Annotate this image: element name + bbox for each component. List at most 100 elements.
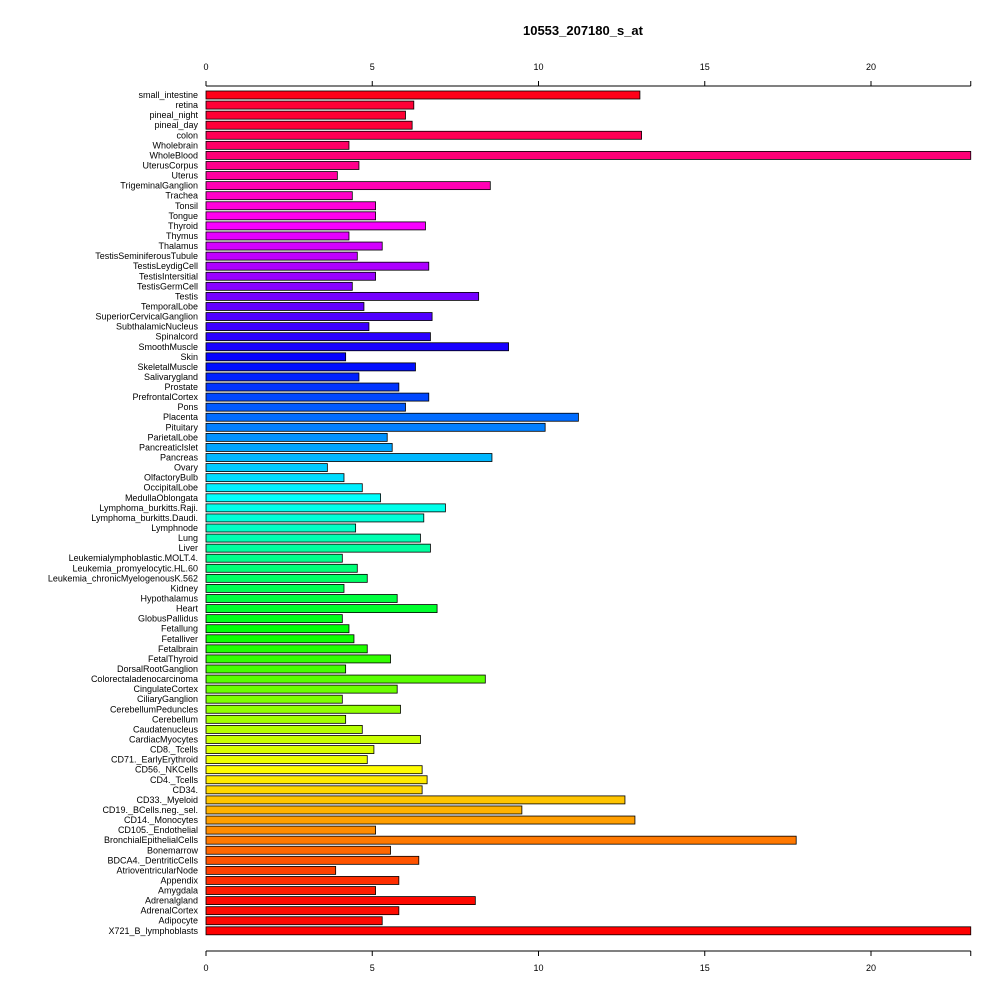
bar <box>205 483 363 493</box>
category-label: CD4._Tcells <box>150 775 199 785</box>
category-label: Uterus <box>171 171 198 181</box>
category-label: PancreaticIslet <box>139 442 199 452</box>
category-label: ParietalLobe <box>147 432 198 442</box>
bar <box>205 835 797 845</box>
category-label: SkeletalMuscle <box>137 362 198 372</box>
bar <box>205 513 425 523</box>
category-label: CD19._BCells.neg._sel. <box>102 805 198 815</box>
category-label: Wholebrain <box>152 140 198 150</box>
category-label: Colorectaladenocarcinoma <box>91 674 198 684</box>
category-label: Bonemarrow <box>147 845 199 855</box>
tick-label: 0 <box>203 963 208 973</box>
bar <box>205 896 476 905</box>
category-label: Thymus <box>166 231 199 241</box>
category-label: CerebellumPeduncles <box>110 704 199 714</box>
bar <box>205 785 423 795</box>
category-label: FetalThyroid <box>148 654 198 664</box>
bar <box>205 765 423 775</box>
bar <box>205 211 376 221</box>
bar <box>205 352 347 362</box>
category-label: TestisIntersitial <box>139 271 198 281</box>
category-label: CD14._Monocytes <box>124 815 199 825</box>
category-label: CD34. <box>172 785 198 795</box>
category-label: GlobusPallidus <box>138 614 199 624</box>
category-label: CingulateCortex <box>133 684 198 694</box>
bar <box>205 422 546 432</box>
bar <box>205 382 400 392</box>
bar <box>205 432 388 442</box>
category-label: MedullaOblongata <box>125 493 198 503</box>
bar <box>205 302 365 311</box>
bar <box>205 392 430 402</box>
bar <box>205 755 368 765</box>
category-label: retina <box>175 100 198 110</box>
tick-label: 20 <box>866 963 876 973</box>
bar <box>205 714 347 724</box>
bar <box>205 261 430 271</box>
category-label: AdrenalCortex <box>140 906 198 916</box>
bar <box>205 503 446 513</box>
category-label: Adipocyte <box>158 916 198 926</box>
bar <box>205 553 343 563</box>
bottom-x-axis: 0 5 10 15 20 <box>203 950 972 973</box>
category-label: Salivarygland <box>144 372 198 382</box>
category-label: Tongue <box>168 211 198 221</box>
bar <box>205 694 343 704</box>
bar <box>205 876 400 885</box>
bar <box>205 926 972 936</box>
category-label: Fetallung <box>161 624 198 634</box>
category-label: DorsalRootGanglion <box>117 664 198 674</box>
category-label: Thyroid <box>168 221 198 231</box>
category-label: Testis <box>175 291 199 301</box>
bar <box>205 614 343 624</box>
bar <box>205 412 579 422</box>
category-label: Fetalbrain <box>158 644 198 654</box>
bar <box>205 795 626 805</box>
bar <box>205 140 350 150</box>
category-label: UterusCorpus <box>142 160 198 170</box>
category-label: Heart <box>176 604 199 614</box>
category-label: OlfactoryBulb <box>144 473 198 483</box>
category-label: Skin <box>180 352 198 362</box>
category-label: Leukemia_chronicMyelogenousK.562 <box>48 573 198 583</box>
bar <box>205 584 345 593</box>
bar <box>205 825 376 835</box>
bar <box>205 674 486 684</box>
bar <box>205 251 358 261</box>
bar <box>205 916 383 926</box>
bar <box>205 865 337 875</box>
category-label: CardiacMyocytes <box>129 734 199 744</box>
bar <box>205 664 347 674</box>
category-label: TemporalLobe <box>141 301 198 311</box>
top-x-axis: 0 5 10 15 20 <box>203 62 972 87</box>
category-label: Placenta <box>163 412 198 422</box>
bar <box>205 815 636 825</box>
category-label: CD71._EarlyErythroid <box>111 755 198 765</box>
category-label: pineal_night <box>149 110 198 120</box>
category-label: Lymphoma_burkitts.Daudi. <box>91 513 198 523</box>
category-label: Tonsil <box>175 201 198 211</box>
category-label: TrigeminalGanglion <box>120 181 198 191</box>
category-label: WholeBlood <box>149 150 198 160</box>
bar <box>205 312 433 321</box>
category-label: small_intestine <box>138 90 198 100</box>
category-label: Lymphoma_burkitts.Raji. <box>99 503 198 513</box>
tick-label: 15 <box>700 963 710 973</box>
bar <box>205 644 368 654</box>
bar <box>205 604 438 613</box>
tick-label: 20 <box>866 62 876 72</box>
category-label: Pons <box>177 402 198 412</box>
category-label: Spinalcord <box>155 332 198 342</box>
bar <box>205 372 360 382</box>
bar <box>205 362 416 372</box>
category-label: CD56._NKCells <box>135 765 199 775</box>
category-label: TestisLeydigCell <box>133 261 198 271</box>
tick-label: 5 <box>370 963 375 973</box>
bar <box>205 573 368 583</box>
bar <box>205 171 338 180</box>
category-label: Lymphnode <box>151 523 198 533</box>
bar <box>205 845 391 855</box>
bar <box>205 402 406 412</box>
category-label: Thalamus <box>158 241 198 251</box>
bar <box>205 100 415 110</box>
